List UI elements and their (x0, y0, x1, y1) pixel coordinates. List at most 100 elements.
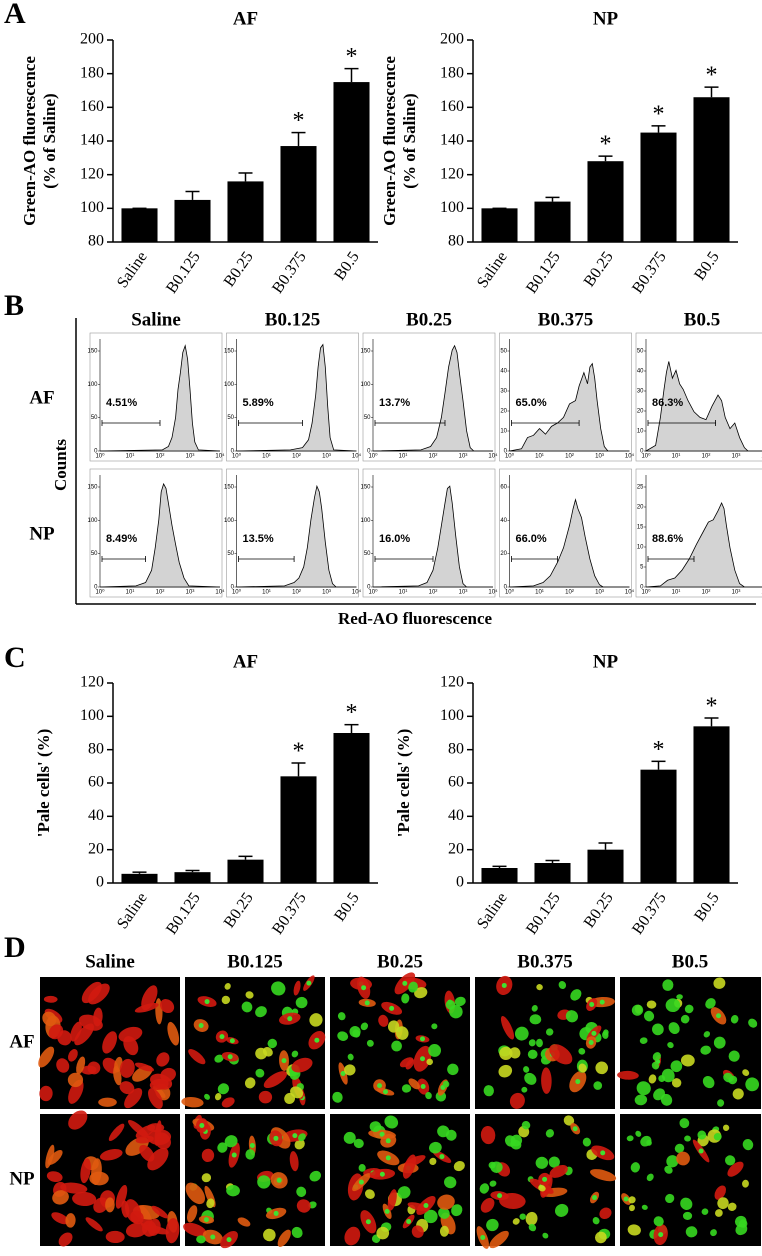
cell-nucleus (306, 980, 312, 986)
cell (78, 1014, 103, 1031)
cell (408, 981, 418, 993)
cell (428, 1141, 442, 1154)
histogram-y-tick-label: 0 (94, 585, 98, 591)
cell (226, 1184, 240, 1197)
cell (244, 1077, 256, 1089)
cell-nucleus (589, 1002, 595, 1008)
cell (343, 1131, 356, 1144)
cell (490, 1161, 503, 1173)
cell (445, 1000, 456, 1010)
cell-nucleus (439, 1154, 445, 1160)
y-tick-label: 80 (448, 740, 464, 757)
cell (201, 1148, 215, 1163)
x-tick-label: B0.5 (331, 249, 363, 284)
histogram-x-tick-label: 10¹ (535, 454, 544, 460)
cell (426, 1058, 433, 1066)
bar (640, 132, 677, 242)
cell (531, 1005, 538, 1012)
histogram-y-tick-label: 0 (367, 449, 371, 455)
cell (648, 1074, 657, 1084)
cell (159, 999, 175, 1014)
histogram-x-tick-label: 10⁰ (95, 589, 105, 596)
row-label: NP (29, 523, 55, 544)
cell (337, 1012, 346, 1021)
cell (444, 1176, 457, 1189)
histogram-x-tick-label: 10¹ (262, 590, 271, 596)
y-tick-label: 80 (88, 740, 104, 757)
cell (224, 983, 231, 990)
cell (651, 1061, 660, 1070)
x-tick-label: B0.5 (691, 890, 723, 925)
cell (429, 1157, 437, 1166)
bar (174, 872, 211, 883)
cell (717, 1197, 729, 1210)
cell (309, 1170, 321, 1182)
y-tick-label: 40 (448, 807, 464, 824)
histogram-x-tick-label: 10³ (186, 454, 195, 460)
cell-nucleus (219, 1034, 225, 1040)
cell (402, 1154, 417, 1179)
cell (263, 1228, 276, 1242)
histogram-x-tick-label: 10³ (322, 590, 331, 596)
cell (745, 1077, 760, 1092)
x-tick-label: B0.375 (629, 249, 670, 297)
cell (67, 1072, 84, 1088)
histogram-y-tick-label: 50 (91, 415, 98, 421)
bar (587, 161, 624, 242)
cell (70, 1021, 82, 1042)
cell (204, 1093, 210, 1100)
cell (536, 984, 543, 991)
cell (451, 1204, 463, 1217)
cell (258, 1090, 273, 1104)
y-tick-label: 60 (88, 774, 104, 791)
cell (525, 1211, 538, 1226)
cell (582, 1137, 591, 1147)
cell (237, 1217, 251, 1227)
histogram-x-tick-label: 10⁴ (488, 589, 498, 596)
cell-nucleus (623, 1196, 629, 1202)
cell (535, 1156, 549, 1169)
cell (118, 1026, 143, 1043)
cell (291, 1050, 299, 1058)
histogram (373, 346, 494, 451)
histogram-x-tick-label: 10⁴ (352, 453, 362, 460)
x-tick-label: B0.25 (581, 890, 617, 931)
cell (646, 1173, 654, 1182)
histogram-x-tick-label: 10⁰ (368, 589, 378, 596)
cell (667, 1042, 674, 1049)
bar (693, 726, 730, 883)
cell-nucleus (377, 1083, 383, 1089)
cell (387, 1189, 397, 1211)
cell (528, 1223, 537, 1232)
histogram-x-tick-label: 10² (292, 590, 301, 596)
cell (369, 1121, 382, 1132)
cell (735, 1223, 748, 1236)
cell (165, 1218, 180, 1244)
y-axis-label: Green-AO fluorescence (20, 56, 39, 226)
cell (524, 1072, 537, 1085)
y-tick-label: 100 (440, 707, 464, 724)
histogram-x-tick-label: 10³ (595, 590, 604, 596)
cell (298, 1133, 306, 1142)
histogram-y-tick-label: 30 (637, 389, 644, 395)
cell (563, 1115, 575, 1126)
chart-title: AF (233, 651, 258, 672)
bar (121, 873, 158, 883)
cell (489, 1180, 497, 1187)
cell (405, 1058, 415, 1070)
histogram-x-tick-label: 10³ (732, 590, 741, 596)
cell (742, 1179, 749, 1188)
cell (558, 980, 567, 989)
histogram-y-tick-label: 0 (640, 585, 644, 591)
cell (728, 1050, 740, 1062)
cell (668, 1022, 680, 1035)
histogram-x-tick-label: 10¹ (399, 454, 408, 460)
histogram-y-tick-label: 10 (500, 429, 507, 435)
cell (640, 1135, 652, 1147)
cell (454, 996, 466, 1007)
histogram-y-tick-label: 100 (87, 518, 98, 524)
cell (599, 1207, 612, 1220)
histogram-x-tick-label: 10² (429, 454, 438, 460)
cell (660, 1093, 673, 1106)
histogram-x-tick-label: 10³ (186, 590, 195, 596)
